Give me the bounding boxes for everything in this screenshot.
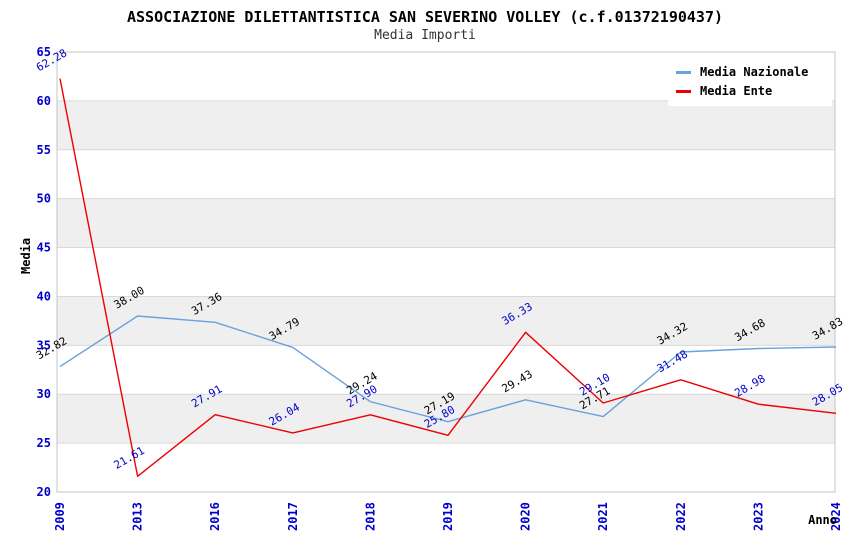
- y-axis-tick-label: 55: [37, 143, 51, 157]
- x-axis-tick-label: 2022: [674, 502, 688, 531]
- y-axis-tick-label: 35: [37, 338, 51, 352]
- plot-border: [56, 51, 836, 493]
- plot-band: [57, 296, 835, 346]
- x-axis-tick-label: 2023: [751, 502, 765, 531]
- x-axis-tick-label: 2013: [131, 502, 145, 531]
- chart-subtitle: Media Importi: [374, 28, 476, 43]
- legend-line-swatch-ente-icon: [676, 89, 691, 93]
- x-axis-tick-label: 2018: [363, 502, 377, 531]
- plot-band: [57, 100, 835, 150]
- plot-band: [57, 198, 835, 248]
- x-axis-tick-label: 2020: [519, 502, 533, 531]
- data-label-media-nazionale: 29.43: [500, 368, 535, 396]
- legend-line-swatch-nazionale-icon: [676, 70, 691, 74]
- legend: Media Nazionale Media Ente: [668, 57, 832, 106]
- x-axis-tick-label: 2009: [53, 502, 67, 531]
- chart-title: ASSOCIAZIONE DILETTANTISTICA SAN SEVERIN…: [126, 8, 724, 26]
- legend-label-media-nazionale: Media Nazionale: [700, 65, 809, 79]
- y-axis-tick-label: 30: [37, 387, 51, 401]
- y-axis-title: Media: [19, 238, 33, 274]
- legend-item-media-nazionale: Media Nazionale: [676, 65, 826, 79]
- series-line-media-ente: [59, 78, 837, 477]
- legend-item-media-ente: Media Ente: [676, 84, 826, 98]
- y-axis-tick-label: 45: [37, 241, 51, 255]
- y-axis-tick-label: 60: [37, 94, 51, 108]
- y-axis-tick-label: 40: [37, 289, 51, 303]
- x-axis-tick-label: 2016: [208, 502, 222, 531]
- series-line-media-nazionale: [59, 315, 837, 423]
- y-axis-tick-label: 20: [37, 485, 51, 499]
- x-axis-tick-label: 2021: [596, 502, 610, 531]
- legend-label-media-ente: Media Ente: [700, 84, 773, 98]
- x-axis-tick-label: 2024: [829, 502, 843, 531]
- data-label-media-ente: 21.61: [112, 444, 147, 472]
- y-axis-tick-label: 50: [37, 192, 51, 206]
- x-axis-title: Anno: [808, 513, 837, 527]
- x-axis-tick-label: 2017: [286, 502, 300, 531]
- data-label-media-ente: 31.48: [655, 348, 690, 376]
- y-axis-tick-label: 25: [37, 436, 51, 450]
- y-axis-tick-label: 65: [37, 45, 51, 59]
- x-axis-tick-label: 2019: [441, 502, 455, 531]
